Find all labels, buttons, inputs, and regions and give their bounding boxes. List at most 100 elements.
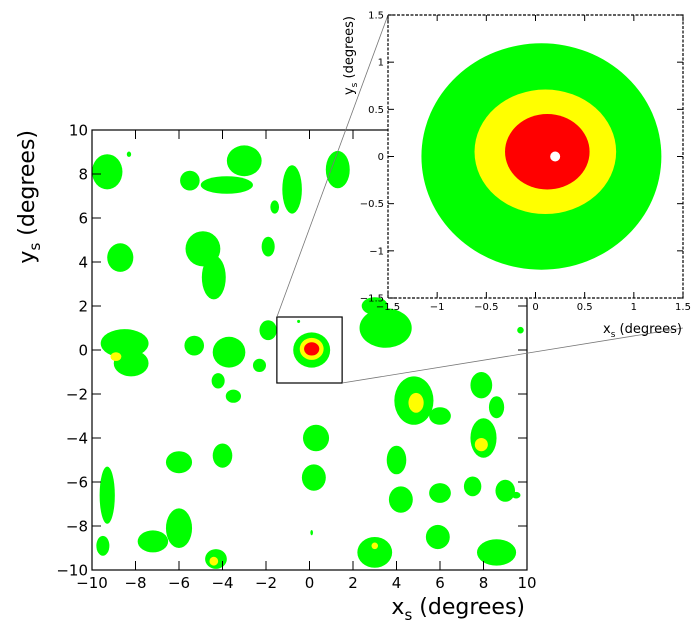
main-contour-region-24 [361,297,388,315]
main-y-tick-label-2: −6 [66,473,88,491]
main-contour-region-47 [165,508,193,548]
inset-x-tick-label-4: 0.5 [577,302,593,313]
main-x-tick-label-4: −2 [255,574,277,592]
main-contour-region-17 [184,335,205,356]
inset-x-axis: −1.5 −1 −0.5 0 0.5 1 1.5 [376,15,691,313]
main-x-tick-label-8: 6 [435,574,445,592]
main-contour-region-26 [408,392,424,413]
inset-x-axis-title-unit: (degrees) [615,322,682,337]
main-y-tick-label-10: 10 [69,121,88,139]
main-contour-region-10 [282,165,302,214]
main-x-tick-label-3: −4 [211,574,233,592]
main-contour-region-7 [180,170,200,191]
inset-y-axis-title-symbol: y [342,87,357,95]
main-y-axis-title-unit: (degrees) [15,130,40,243]
zoom-connector-top [276,14,389,318]
main-contour-region-18 [212,336,246,368]
main-contour-region-29 [470,418,497,458]
main-y-axis-title-symbol: y [15,251,40,264]
inset-x-axis-title-symbol: x [603,322,611,337]
main-contour-region-11 [325,150,350,189]
main-contour-region-46 [137,530,169,553]
inset-y-tick-label-2: −0.5 [360,199,384,210]
main-y-tick-label-8: 6 [78,209,88,227]
main-x-tick-label-2: −6 [168,574,190,592]
main-contour-region-54 [297,319,301,323]
main-contour-region-4 [107,243,134,272]
inset-center-marker [550,151,561,162]
main-contour-region-36 [429,483,451,503]
main-contour-region-5 [200,176,253,194]
main-contour-region-49 [209,556,219,566]
main-contour-region-8 [270,200,280,214]
inset-x-axis-title: xs (degrees) [603,322,682,340]
main-y-tick-label-0: −10 [56,561,88,579]
main-contour-region-31 [488,396,505,419]
main-contour-region-34 [386,445,407,475]
main-x-tick-label-9: 8 [479,574,489,592]
main-contour-region-20 [225,389,241,403]
inset-y-axis: −1.5 −1 −0.5 0 0.5 1 1.5 [360,11,683,305]
main-contour-region-19 [211,373,225,389]
main-contour-region-35 [388,486,413,513]
main-contour-region-42 [301,464,326,491]
main-contour-region-45 [99,466,115,524]
main-x-tick-label-10: 10 [517,574,536,592]
inset-x-axis-title-sub: s [611,330,616,340]
inset-y-tick-label-0: −1.5 [360,294,384,305]
inset-y-tick-label-1: −1 [369,246,384,257]
inset-y-tick-label-6: 1.5 [368,11,384,22]
main-x-tick-label-1: −8 [124,574,146,592]
main-y-tick-label-1: −8 [66,517,88,535]
main-contour-region-6 [226,145,262,177]
main-y-tick-label-6: 2 [78,297,88,315]
main-x-tick-label-6: 2 [348,574,358,592]
main-y-axis-title: ys (degrees) [15,130,44,264]
inset-x-tick-label-6: 1.5 [675,302,691,313]
main-contour-region-43 [212,443,233,468]
main-contour-region-41 [302,424,330,452]
main-x-axis-title-sub: s [404,606,412,620]
inset-x-tick-label-2: −0.5 [474,302,498,313]
main-y-axis-title-sub: s [26,243,44,251]
main-contour-region-28 [470,372,493,399]
inset-y-axis-title: ys (degrees) [342,16,360,95]
inset-x-tick-label-5: 1 [631,302,637,313]
main-contour-region-38 [357,537,393,568]
main-contour-region-39 [371,542,379,550]
inset-x-tick-label-3: 0 [532,302,538,313]
main-contour-region-16 [113,350,149,377]
main-y-tick-label-5: 0 [78,341,88,359]
main-contour-region-37 [425,524,450,550]
main-contour-regions [92,145,524,569]
main-contour-region-27 [429,407,451,425]
main-x-axis: −10 −8 −6 −4 −2 0 2 4 6 8 10 [76,130,537,592]
main-y-tick-label-7: 4 [78,253,88,271]
main-x-axis-title-unit: (degrees) [412,595,525,620]
main-contour-region-52 [517,326,524,334]
main-contour-region-23 [359,308,412,348]
main-x-axis-title-symbol: x [391,595,404,620]
main-x-tick-label-7: 4 [392,574,402,592]
main-contour-region-51 [511,491,521,499]
main-contour-region-33 [463,476,482,497]
main-contour-region-30 [474,438,488,452]
inset-y-tick-label-5: 1 [378,58,384,69]
main-x-axis-title: xs (degrees) [391,595,525,620]
main-x-tick-label-0: −10 [76,574,108,592]
main-contour-region-2 [304,342,320,356]
main-contour-region-9 [261,236,275,257]
zoom-connector-bottom [342,327,684,384]
main-contour-region-55 [310,529,313,536]
main-y-tick-label-9: 8 [78,165,88,183]
main-contour-region-15 [110,352,122,361]
main-y-tick-label-3: −4 [66,429,88,447]
inset-contour-region-2 [505,114,590,190]
main-contour-region-53 [126,151,132,157]
main-contour-region-50 [96,535,110,556]
main-contour-region-22 [252,358,266,372]
inset-y-axis-title-sub: s [350,82,360,87]
inset-x-tick-label-0: −1.5 [376,302,400,313]
